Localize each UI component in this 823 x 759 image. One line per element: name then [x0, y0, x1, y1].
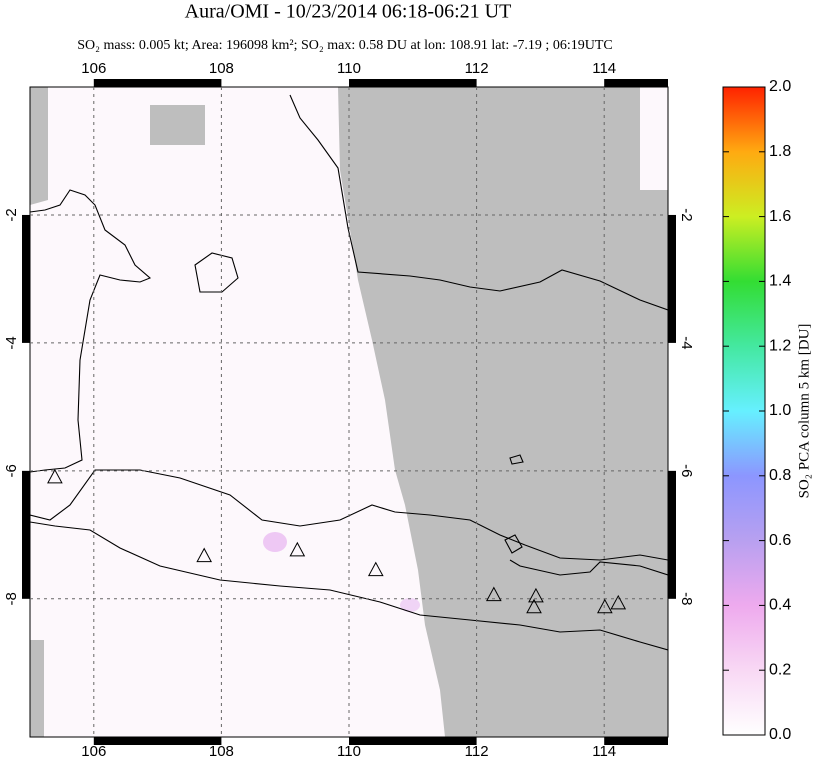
- coastline: [509, 559, 668, 576]
- y-tick-label: -8: [678, 592, 695, 605]
- colorbar-tick-label: 0.4: [769, 597, 791, 614]
- colorbar-tick-label: 1.0: [769, 402, 791, 419]
- volcano-marker: [610, 594, 627, 610]
- axis-bar: [668, 470, 676, 599]
- colorbar-tick-label: 1.8: [769, 143, 791, 160]
- y-tick-label: -4: [678, 336, 695, 349]
- x-tick-label: 110: [337, 743, 361, 759]
- coastline: [30, 189, 152, 473]
- no-data-region: [30, 640, 44, 737]
- colorbar-tick-label: 1.4: [769, 273, 791, 290]
- axis-bar: [22, 470, 30, 599]
- volcano-marker: [367, 561, 384, 577]
- axis-bar: [93, 737, 222, 745]
- coastline: [30, 469, 668, 561]
- colorbar-tick-label: 0.6: [769, 532, 791, 549]
- no-data-region: [150, 105, 205, 145]
- colorbar-label: SO₂ PCA column 5 km [DU]: [796, 324, 812, 499]
- x-tick-label: 112: [465, 60, 489, 77]
- x-tick-label: 114: [592, 60, 616, 77]
- coastline: [289, 94, 668, 311]
- x-tick-label: 112: [465, 743, 489, 759]
- axis-bar: [349, 79, 477, 87]
- axis-bar: [604, 79, 668, 87]
- y-tick-label: -2: [678, 208, 695, 221]
- volcano-marker: [597, 598, 613, 614]
- no-data-region: [30, 87, 48, 205]
- axis-bar: [22, 214, 30, 343]
- colorbar-tick-label: 0.0: [769, 726, 791, 743]
- coastline: [194, 252, 239, 293]
- so2-patch: [263, 532, 287, 552]
- x-tick-label: 108: [209, 743, 234, 759]
- y-tick-label: -6: [678, 464, 695, 477]
- colorbar-tick-label: 0.8: [769, 467, 791, 484]
- chart-title: Aura/OMI - 10/23/2014 06:18-06:21 UT: [185, 1, 512, 23]
- volcano-marker: [196, 547, 213, 563]
- volcano-marker: [526, 598, 542, 614]
- chart-subtitle: SO₂ mass: 0.005 kt; Area: 196098 km²; SO…: [77, 38, 612, 53]
- y-tick-label: -4: [3, 336, 20, 349]
- volcano-marker: [47, 468, 63, 484]
- colorbar-tick-label: 2.0: [769, 78, 791, 95]
- colorbar-tick-label: 1.2: [769, 337, 791, 354]
- y-tick-label: -2: [3, 208, 20, 221]
- volcano-marker: [485, 586, 502, 602]
- coastline: [509, 454, 524, 465]
- no-data-region: [338, 87, 668, 737]
- x-tick-label: 108: [209, 60, 234, 77]
- x-tick-label: 110: [337, 60, 361, 77]
- volcano-marker: [289, 541, 306, 557]
- colorbar-tick-label: 0.2: [769, 661, 791, 678]
- y-tick-label: -8: [3, 592, 20, 605]
- coastline: [504, 534, 523, 554]
- axis-bar: [349, 737, 477, 745]
- y-tick-label: -6: [3, 464, 20, 477]
- x-tick-label: 106: [81, 60, 106, 77]
- x-tick-label: 114: [592, 743, 616, 759]
- colorbar-tick-label: 1.6: [769, 208, 791, 225]
- colorbar: [722, 86, 766, 736]
- axis-bar: [93, 79, 222, 87]
- so2-patch: [400, 598, 420, 612]
- axis-bar: [604, 737, 668, 745]
- coastline: [30, 521, 668, 651]
- x-tick-label: 106: [81, 743, 106, 759]
- volcano-marker: [528, 587, 544, 603]
- axis-bar: [668, 214, 676, 343]
